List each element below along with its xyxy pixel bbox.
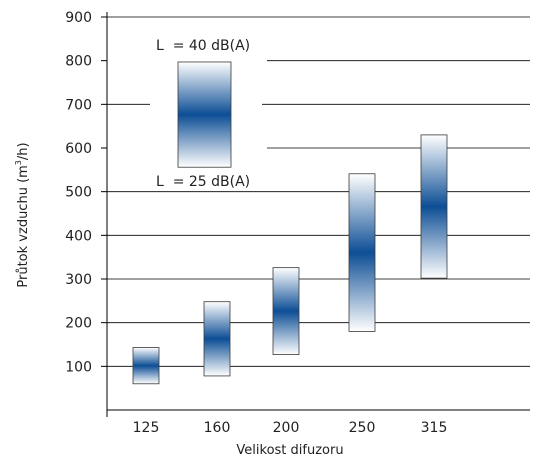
- range-bars: [132, 134, 448, 385]
- range-bar-160: [203, 301, 231, 377]
- y-axis-title-main: Průtok vzduchu (m: [16, 165, 31, 287]
- y-tick-label-700: 700: [65, 97, 92, 113]
- x-tick-label-250: 250: [349, 420, 376, 436]
- range-bar-250: [348, 173, 376, 332]
- y-axis-title: Průtok vzduchu (m3/h): [14, 142, 31, 287]
- x-tick-label-160: 160: [204, 420, 231, 436]
- y-tick-label-500: 500: [65, 185, 92, 201]
- y-tick-label-800: 800: [65, 54, 92, 70]
- x-tick-label-200: 200: [273, 420, 300, 436]
- y-axis-title-sup: 3: [14, 160, 23, 165]
- legend: L = 40 dB(A) L = 25 dB(A): [150, 38, 262, 190]
- x-tick-label-125: 125: [133, 420, 160, 436]
- y-tick-label-900: 900: [65, 10, 92, 26]
- legend-top-label: L = 40 dB(A): [156, 38, 250, 54]
- legend-swatch: [177, 61, 232, 168]
- range-bar-315: [420, 134, 448, 279]
- legend-bottom-label: L = 25 dB(A): [156, 174, 250, 190]
- y-tick-label-100: 100: [65, 359, 92, 375]
- y-tick-label-200: 200: [65, 316, 92, 332]
- x-tick-label-315: 315: [421, 420, 448, 436]
- x-axis-title: Velikost difuzoru: [236, 443, 343, 458]
- y-axis-title-tail: /h): [16, 142, 31, 160]
- range-bar-125: [132, 347, 160, 385]
- y-tick-label-400: 400: [65, 228, 92, 244]
- y-tick-label-600: 600: [65, 141, 92, 157]
- axes: 100 200 300 400 500 600 700 800 900 125 160 200 250 3…: [65, 10, 530, 436]
- y-tick-label-300: 300: [65, 272, 92, 288]
- range-bar-200: [272, 267, 300, 355]
